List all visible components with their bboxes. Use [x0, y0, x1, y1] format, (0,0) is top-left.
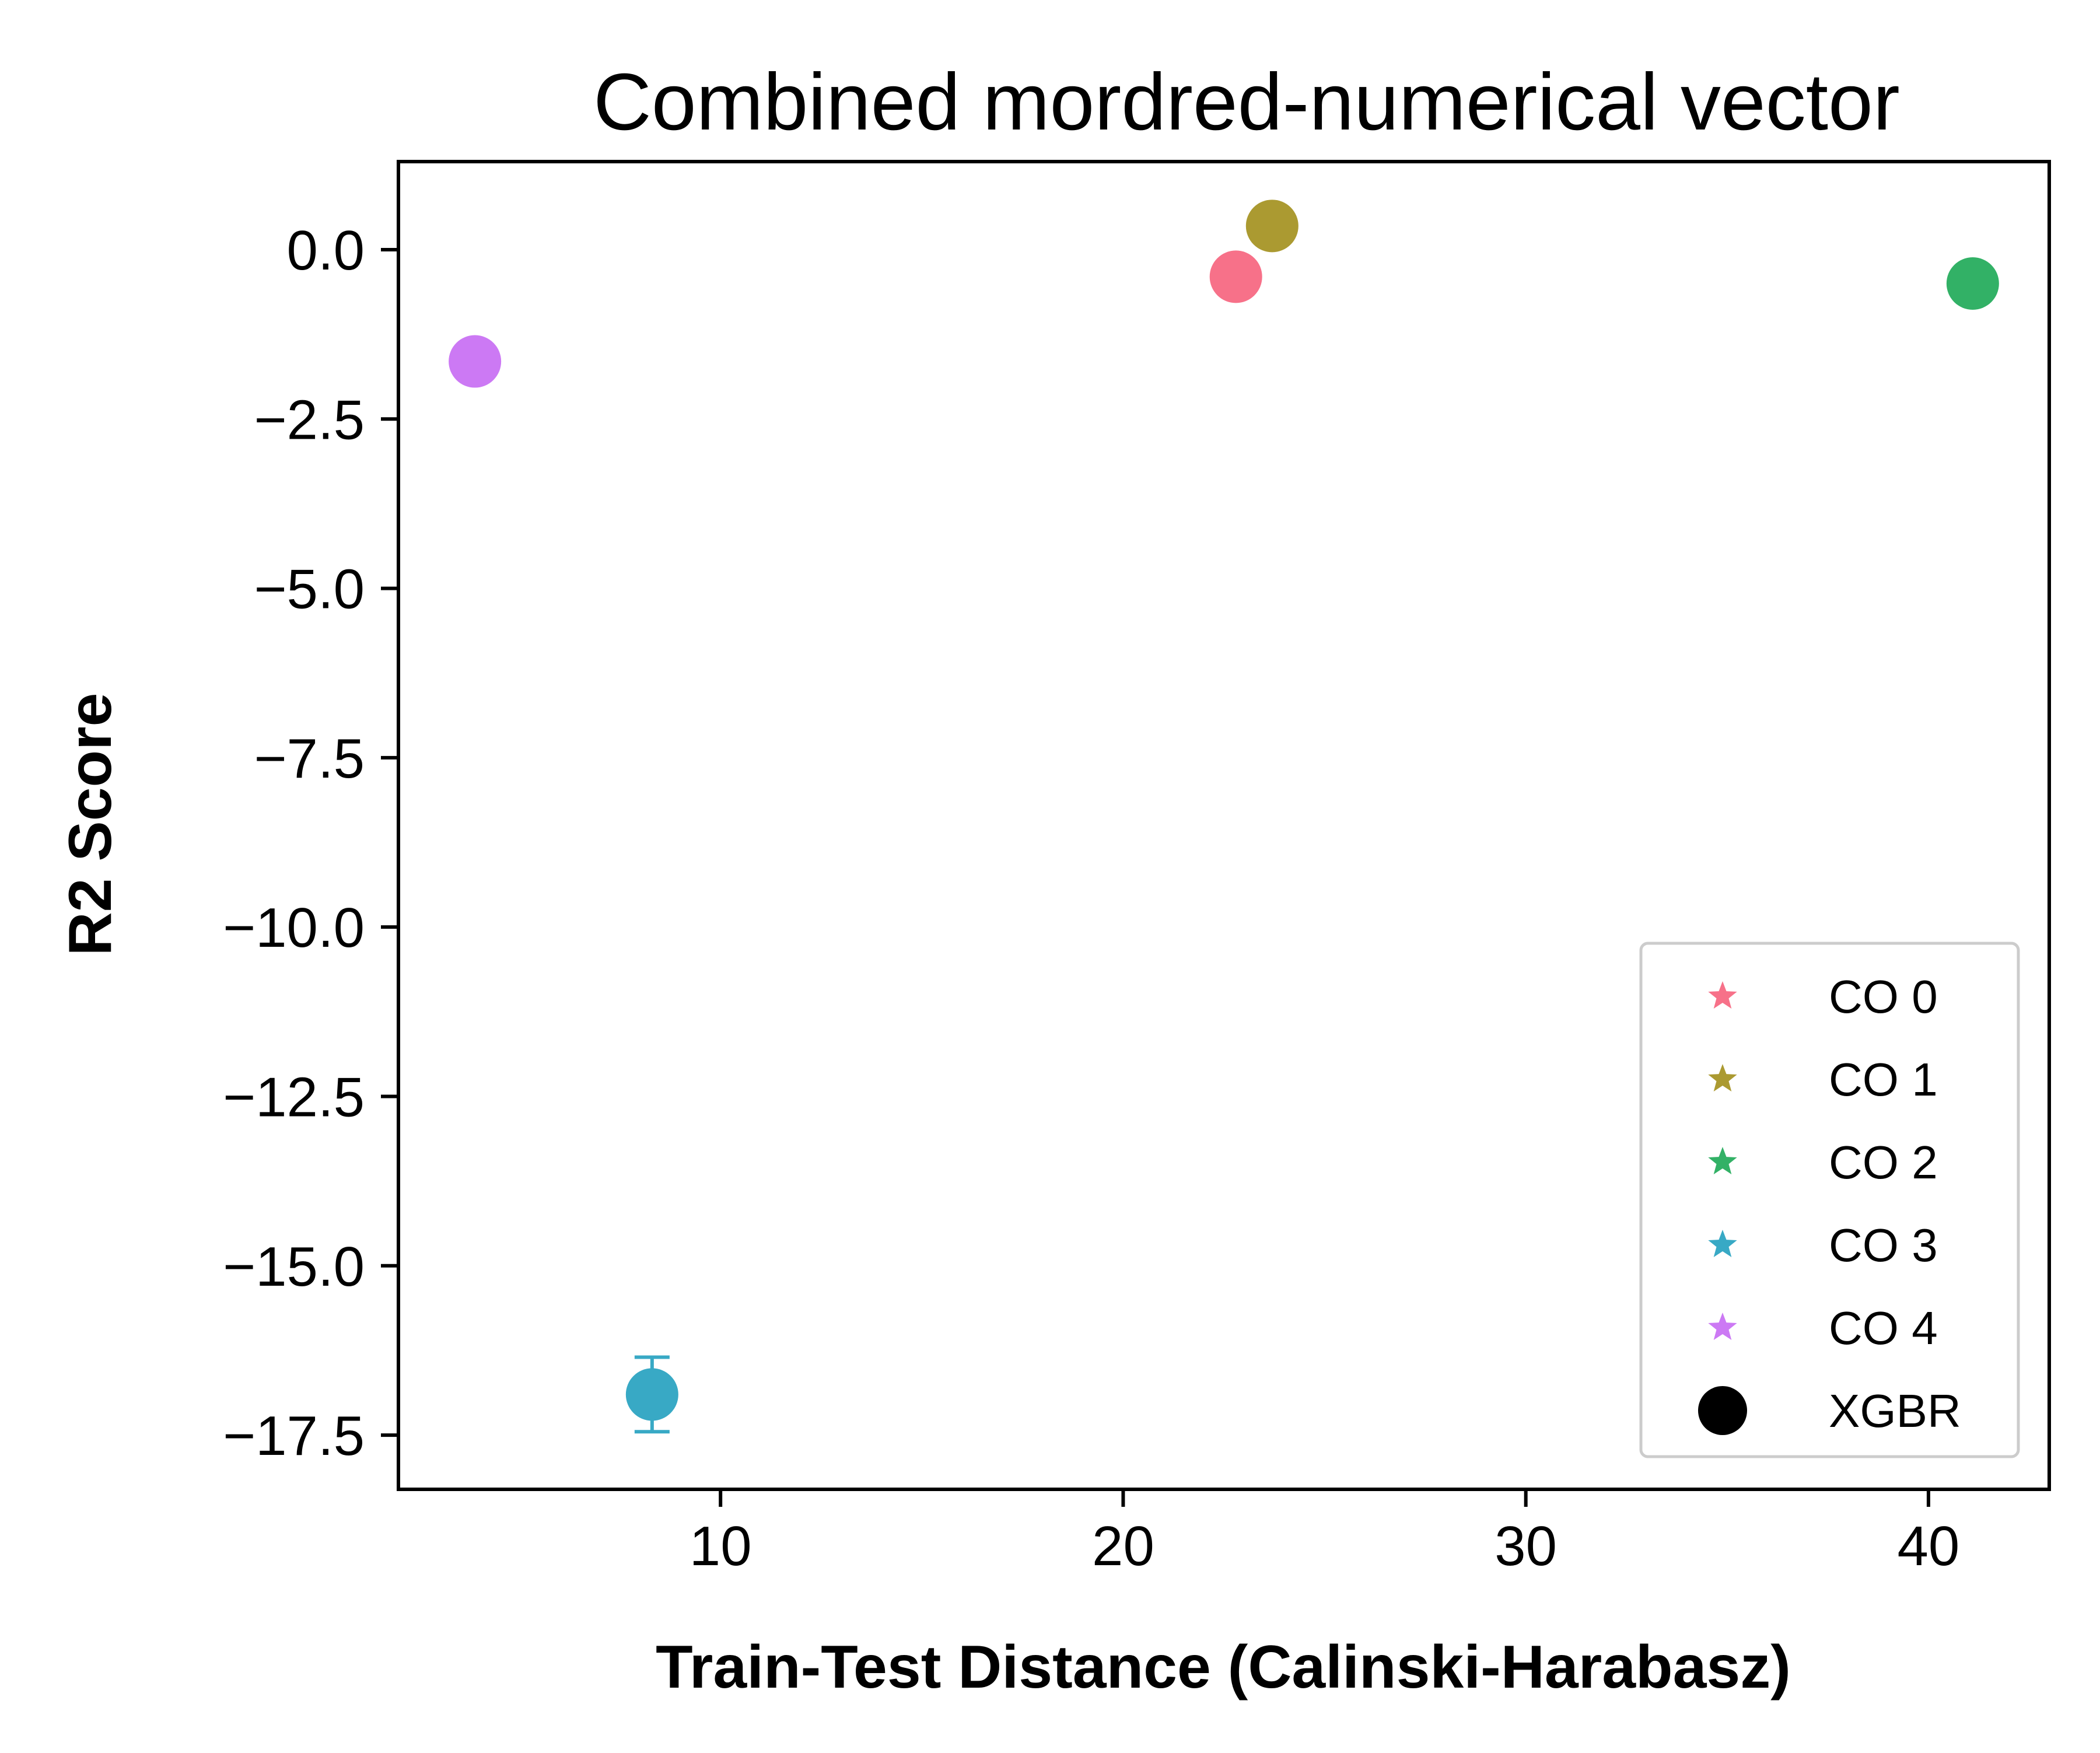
legend-label: CO 4: [1829, 1302, 1938, 1354]
legend-label: CO 2: [1829, 1136, 1938, 1188]
x-tick-label: 20: [1092, 1515, 1154, 1577]
legend-star-icon: [1708, 1313, 1737, 1340]
x-axis-label: Train-Test Distance (Calinski-Harabasz): [656, 1633, 1791, 1701]
chart-title: Combined mordred-numerical vector: [593, 57, 1900, 147]
y-tick-label: −15.0: [223, 1236, 365, 1298]
legend-box: [1639, 942, 2020, 1458]
data-point-co-2: [1946, 257, 1999, 310]
y-tick-label: −10.0: [223, 897, 365, 959]
legend: CO 0 CO 1 CO 2 CO 3 CO 4 XGBR: [1639, 942, 2020, 1458]
legend-label: CO 0: [1829, 971, 1938, 1023]
y-tick-label: −5.0: [254, 558, 365, 621]
y-tick-label: −7.5: [254, 727, 365, 790]
x-tick-label: 10: [690, 1515, 752, 1577]
y-axis-label: R2 Score: [57, 693, 124, 956]
y-axis-ticks: 0.0 −2.5 −5.0 −7.5 −10.0 −12.5 −15.0 −17.5: [223, 219, 398, 1467]
legend-circle-icon: [1698, 1386, 1747, 1435]
legend-label: CO 1: [1829, 1054, 1938, 1105]
legend-label: XGBR: [1829, 1385, 1961, 1437]
legend-star-icon: [1708, 1230, 1737, 1257]
y-tick-label: −17.5: [223, 1405, 365, 1467]
data-point-co-3: [625, 1368, 678, 1421]
legend-star-icon: [1708, 981, 1737, 1009]
legend-label: CO 3: [1829, 1219, 1938, 1271]
y-tick-label: −12.5: [223, 1066, 365, 1128]
y-tick-label: 0.0: [287, 219, 365, 282]
data-point-co-4: [449, 335, 502, 388]
data-point-co-1: [1245, 200, 1298, 253]
x-axis-ticks: 10 20 30 40: [690, 1489, 1960, 1577]
data-points: [449, 200, 1999, 1434]
plot-frame: [397, 160, 2051, 1491]
y-tick-label: −2.5: [254, 389, 365, 451]
x-tick-label: 30: [1494, 1515, 1557, 1577]
legend-star-icon: [1708, 1147, 1737, 1174]
legend-star-icon: [1708, 1064, 1737, 1091]
data-point-co-0: [1209, 250, 1262, 303]
x-tick-label: 40: [1898, 1515, 1960, 1577]
